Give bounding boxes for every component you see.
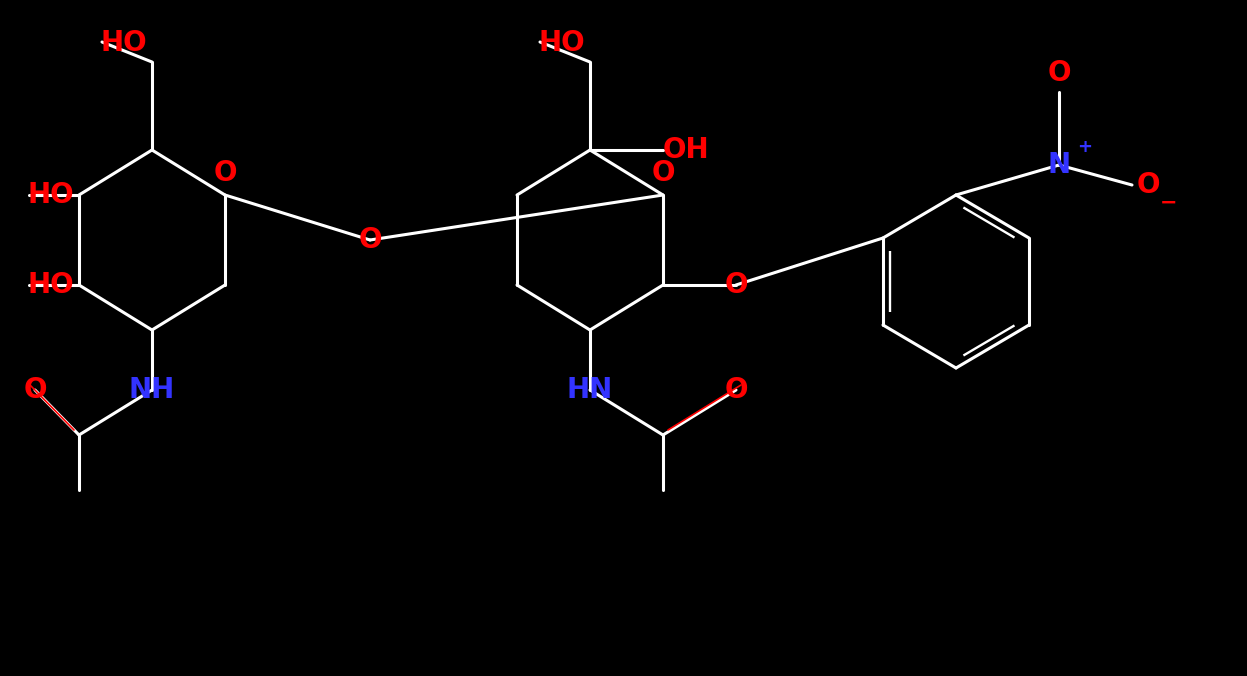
- Text: O: O: [1047, 59, 1071, 87]
- Text: O: O: [651, 159, 675, 187]
- Text: HO: HO: [27, 271, 74, 299]
- Text: HO: HO: [27, 181, 74, 209]
- Text: NH: NH: [128, 376, 175, 404]
- Text: −: −: [1160, 193, 1177, 213]
- Text: N: N: [1047, 151, 1071, 179]
- Text: O: O: [1137, 171, 1161, 199]
- Text: O: O: [725, 271, 748, 299]
- Text: HN: HN: [567, 376, 614, 404]
- Text: O: O: [358, 226, 382, 254]
- Text: O: O: [213, 159, 237, 187]
- Text: O: O: [24, 376, 46, 404]
- Text: HO: HO: [100, 29, 147, 57]
- Text: OH: OH: [663, 136, 710, 164]
- Text: HO: HO: [539, 29, 585, 57]
- Text: O: O: [725, 376, 748, 404]
- Text: +: +: [1077, 138, 1092, 156]
